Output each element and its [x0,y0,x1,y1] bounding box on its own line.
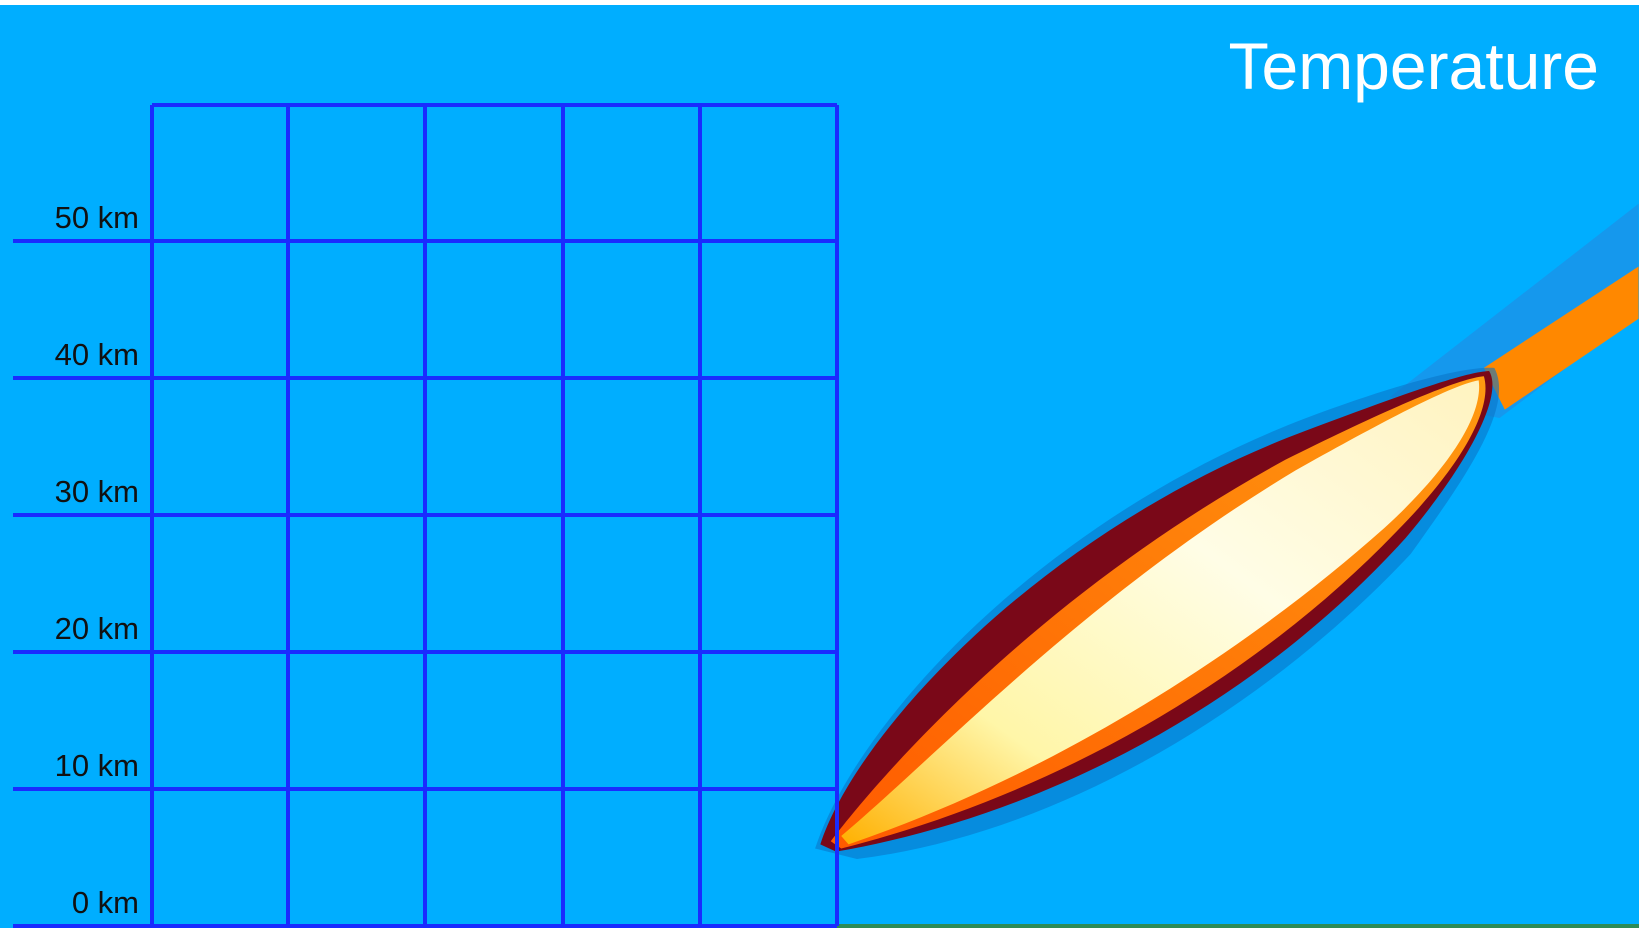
altitude-label: 40 km [55,337,139,372]
altitude-label: 20 km [55,611,139,646]
ground [837,924,1639,928]
grid [13,103,839,928]
altitude-label: 30 km [55,474,139,509]
altitude-label: 0 km [72,885,139,920]
plume [815,203,1639,859]
altitude-label: 50 km [55,200,139,235]
altitude-label: 10 km [55,748,139,783]
title: Temperature [1228,29,1599,103]
